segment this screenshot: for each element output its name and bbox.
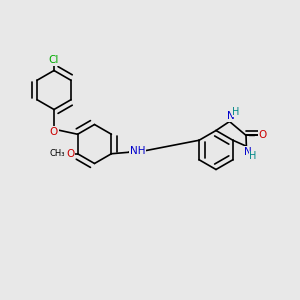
Text: N: N [227, 111, 235, 121]
Text: O: O [50, 127, 58, 136]
Text: CH₃: CH₃ [50, 149, 65, 158]
Text: H: H [232, 107, 240, 117]
Text: N: N [244, 147, 252, 157]
Text: Cl: Cl [49, 55, 59, 65]
Text: O: O [258, 130, 267, 140]
Text: H: H [249, 151, 257, 161]
Text: O: O [66, 149, 74, 159]
Text: NH: NH [130, 146, 145, 156]
